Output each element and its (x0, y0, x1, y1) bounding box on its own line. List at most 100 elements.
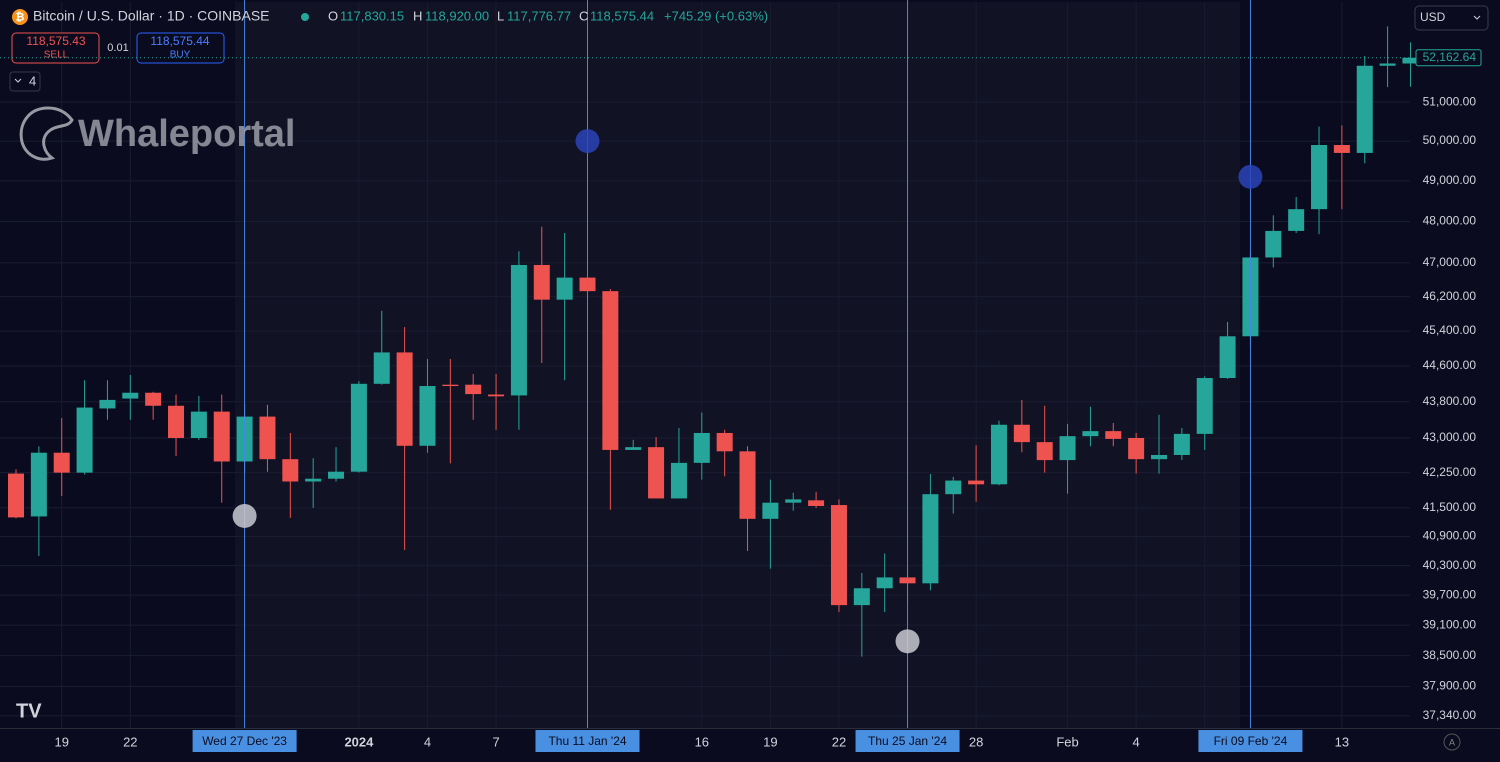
x-tick-label: 4 (424, 734, 431, 749)
candle-body (556, 277, 573, 300)
candle-body (785, 499, 802, 503)
candle-body (693, 432, 710, 463)
x-tick-label: 28 (969, 734, 983, 749)
y-tick-label: 40,900.00 (1423, 529, 1477, 543)
candle-body (328, 471, 345, 479)
candle-body (1082, 431, 1099, 437)
indicators-toggle[interactable] (9, 71, 41, 92)
y-tick-label: 37,340.00 (1423, 708, 1477, 722)
candle-body (1128, 437, 1145, 460)
marker-label: Wed 27 Dec '23 (202, 734, 287, 748)
candle-body (1311, 145, 1328, 210)
y-tick-label: 43,800.00 (1423, 394, 1477, 408)
marker-label: Thu 11 Jan '24 (548, 734, 626, 748)
y-tick-label: 47,000.00 (1423, 255, 1477, 269)
ohlc-key: L (497, 8, 504, 23)
btc-glyph: ₿ (16, 11, 25, 23)
buy-label: BUY (170, 50, 191, 61)
btc-icon (12, 9, 28, 25)
y-tick-label: 43,000.00 (1423, 430, 1477, 444)
x-tick-label: 19 (54, 734, 68, 749)
marker-label: Fri 09 Feb '24 (1214, 734, 1288, 748)
candle-body (510, 264, 527, 396)
candle-body (1265, 230, 1282, 258)
candle-body (716, 432, 733, 452)
x-tick-label: 2024 (344, 734, 374, 749)
y-tick-label: 49,000.00 (1423, 173, 1477, 187)
candle-body (1059, 436, 1076, 461)
candle-body (1333, 145, 1350, 153)
candle-body (1402, 57, 1419, 64)
chevron (14, 78, 22, 83)
candle-body (990, 424, 1007, 485)
candle-body (99, 399, 116, 409)
sell-label: SELL (44, 50, 69, 61)
candle-body (922, 494, 939, 584)
marker-label-bg (535, 730, 640, 752)
signal (575, 129, 600, 154)
candle-body (282, 459, 299, 482)
candle-body (1219, 336, 1236, 379)
ohlc-key: C (579, 8, 588, 23)
brand: Whaleportal (78, 113, 295, 155)
auto-scale[interactable] (1443, 733, 1461, 751)
candle-body (876, 577, 893, 589)
marker-label-bg (1198, 730, 1303, 752)
x-tick-label: 22 (123, 734, 137, 749)
last-price: 52,162.64 (1423, 50, 1477, 64)
candle-body (945, 480, 962, 495)
signal (232, 503, 257, 528)
buy-price: 118,575.44 (150, 34, 209, 48)
candle-body (213, 411, 230, 462)
candle-body (1288, 209, 1305, 231)
sell-button[interactable] (11, 32, 100, 64)
x-tick-label: 4 (1133, 734, 1140, 749)
quantity: 0.01 (107, 42, 128, 54)
candle-body (853, 588, 870, 606)
marker-label-bg (192, 730, 297, 752)
logo (19, 106, 74, 161)
ohlc-value: 118,575.44 (590, 8, 654, 23)
candle-body (1013, 424, 1030, 443)
tv-logo: TV (16, 700, 42, 722)
y-tick-label: 38,500.00 (1423, 648, 1477, 662)
candle-body (1173, 433, 1190, 456)
x-tick-label: 22 (832, 734, 846, 749)
candle-body (76, 407, 93, 473)
signal (1238, 164, 1263, 189)
candle-body (808, 500, 825, 506)
candle-body (168, 405, 185, 438)
candle-body (8, 473, 24, 518)
candle-body (30, 452, 47, 517)
y-tick-label: 51,000.00 (1423, 94, 1477, 108)
candle-body (968, 480, 985, 485)
candle-body (190, 411, 207, 438)
candle-body (488, 394, 505, 397)
buy-button[interactable] (136, 32, 225, 64)
candle-body (419, 386, 436, 446)
candle-body (830, 505, 847, 606)
y-tick-label: 46,200.00 (1423, 289, 1477, 303)
candle-body (259, 416, 276, 460)
y-tick-label: 40,300.00 (1423, 558, 1477, 572)
y-tick-label: 37,900.00 (1423, 679, 1477, 693)
y-tick-label: 39,100.00 (1423, 617, 1477, 631)
currency-select[interactable] (1414, 5, 1489, 31)
candle-body (670, 462, 687, 499)
y-tick-label: 44,600.00 (1423, 358, 1477, 372)
symbol: Bitcoin / U.S. Dollar · 1D · COINBASE (33, 8, 270, 24)
candle-body (122, 392, 139, 399)
y-tick-label: 48,000.00 (1423, 214, 1477, 228)
x-tick-label: 7 (492, 734, 499, 749)
candle-body (1356, 65, 1373, 153)
ohlc-value: 117,776.77 (507, 8, 571, 23)
y-tick-label: 45,400.00 (1423, 323, 1477, 337)
candle-body (1379, 63, 1396, 66)
candle-body (396, 352, 413, 446)
candle-body (442, 384, 459, 387)
ohlc-value: 118,920.00 (425, 8, 489, 23)
candle-body (533, 264, 550, 300)
candle-body (1196, 378, 1213, 434)
